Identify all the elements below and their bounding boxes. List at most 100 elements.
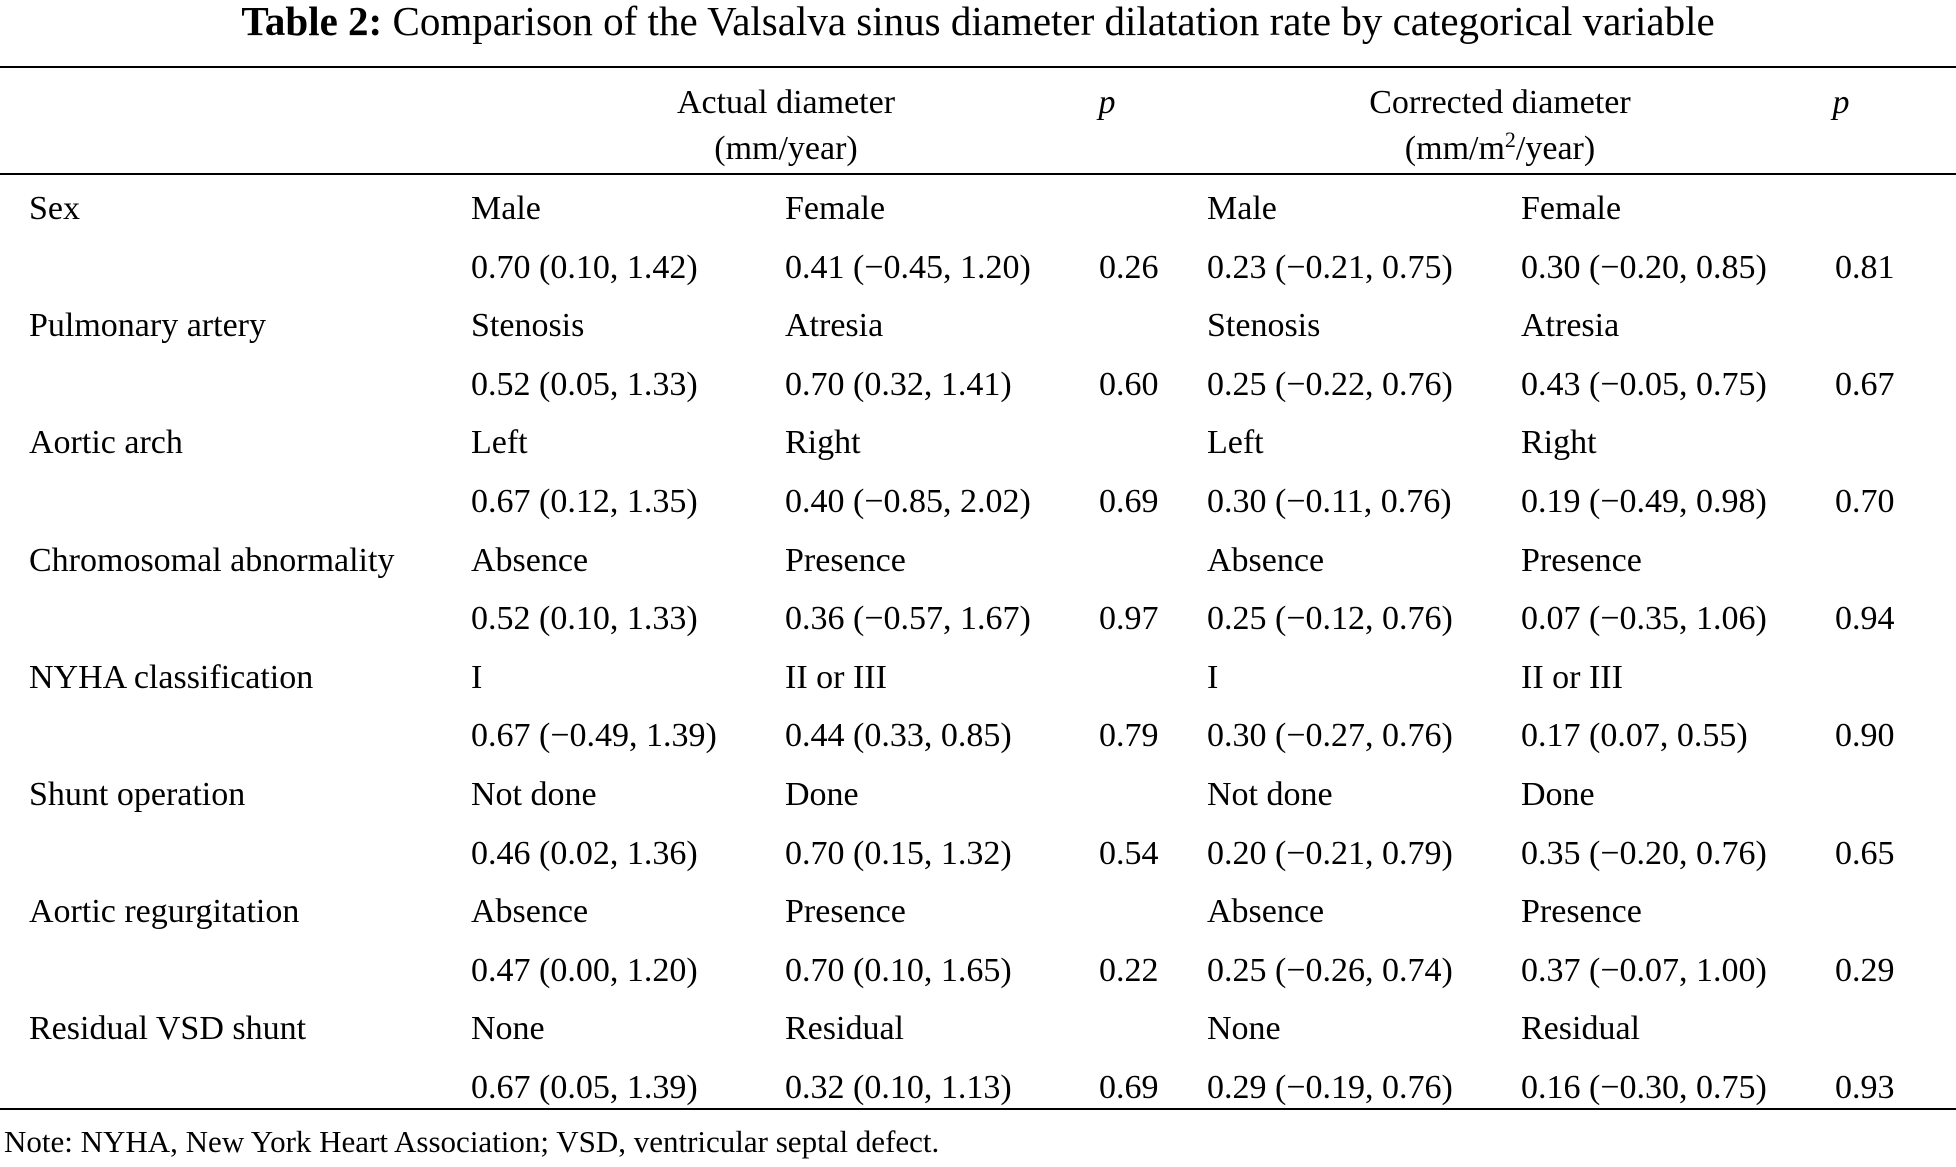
actual-group2-value: 0.70 (0.32, 1.41) (785, 365, 1012, 403)
variable-group-row: Aortic arch Left Right Left Right (0, 414, 1956, 472)
corrected-p-value: 0.65 (1835, 834, 1895, 872)
actual-group2-label: Presence (785, 893, 906, 931)
corrected-group1-label: Left (1207, 424, 1264, 462)
variable-label: NYHA classification (29, 658, 314, 696)
corrected-unit-post: /year) (1515, 130, 1596, 167)
actual-group2-value: 0.32 (0.10, 1.13) (785, 1069, 1012, 1106)
corrected-group2-label: Atresia (1521, 307, 1620, 345)
actual-group2-label: Right (785, 424, 861, 462)
corrected-p-value: 0.81 (1835, 248, 1895, 286)
corrected-p-value: 0.67 (1835, 365, 1895, 403)
corrected-group1-label: I (1207, 658, 1219, 696)
corrected-group2-label: Done (1521, 776, 1595, 813)
actual-group1-value: 0.70 (0.10, 1.42) (471, 248, 698, 286)
actual-group1-label: Absence (471, 893, 589, 931)
corrected-group2-value: 0.17 (0.07, 0.55) (1521, 717, 1748, 755)
actual-group2-label: Done (785, 776, 859, 813)
corrected-group1-value: 0.30 (−0.27, 0.76) (1207, 717, 1453, 755)
variable-group-row: Shunt operation Not done Done Not done Done (0, 766, 1956, 824)
variable-value-row: 0.67 (0.12, 1.35) 0.40 (−0.85, 2.02) 0.69 0… (0, 473, 1956, 531)
table-note: Note: NYHA, New York Heart Association; … (4, 1124, 940, 1159)
actual-p-value: 0.54 (1099, 834, 1159, 872)
variable-group-row: NYHA classification I II or III I II or III (0, 649, 1956, 707)
corrected-group1-label: Absence (1207, 893, 1325, 931)
variable-value-row: 0.67 (0.05, 1.39) 0.32 (0.10, 1.13) 0.69 0.… (0, 1059, 1956, 1117)
corrected-group2-label: Right (1521, 424, 1597, 462)
corrected-group1-value: 0.25 (−0.26, 0.74) (1207, 951, 1453, 989)
corrected-group2-value: 0.19 (−0.49, 0.98) (1521, 483, 1767, 520)
actual-group2-value: 0.70 (0.10, 1.65) (785, 951, 1012, 989)
corrected-p-value: 0.93 (1835, 1069, 1895, 1106)
corrected-group1-value: 0.23 (−0.21, 0.75) (1207, 248, 1453, 286)
actual-group1-value: 0.67 (−0.49, 1.39) (471, 717, 717, 755)
actual-group1-value: 0.67 (0.05, 1.39) (471, 1069, 698, 1106)
actual-group2-label: II or III (785, 658, 887, 696)
actual-group2-label: Presence (785, 541, 906, 579)
corrected-group2-label: Presence (1521, 541, 1642, 579)
actual-group1-label: Male (471, 190, 541, 227)
actual-group1-label: Stenosis (471, 307, 585, 345)
corrected-group1-label: Stenosis (1207, 307, 1321, 345)
actual-p-value: 0.22 (1099, 951, 1159, 989)
actual-group1-value: 0.52 (0.10, 1.33) (471, 600, 698, 638)
variable-value-row: 0.47 (0.00, 1.20) 0.70 (0.10, 1.65) 0.22 0.… (0, 942, 1956, 1000)
corrected-diameter-header: Corrected diameter (mm/m2/year) (1310, 80, 1690, 172)
actual-diameter-header-line2: (mm/year) (714, 130, 858, 167)
table-header-rule (0, 173, 1956, 175)
corrected-group1-label: Absence (1207, 541, 1325, 579)
actual-group1-label: Left (471, 424, 528, 462)
corrected-group2-value: 0.43 (−0.05, 0.75) (1521, 365, 1767, 403)
variable-label: Chromosomal abnormality (29, 541, 395, 579)
actual-group2-value: 0.41 (−0.45, 1.20) (785, 248, 1031, 286)
variable-group-row: Sex Male Female Male Female (0, 180, 1956, 238)
actual-diameter-header: Actual diameter (mm/year) (596, 80, 976, 172)
corrected-group1-value: 0.25 (−0.22, 0.76) (1207, 365, 1453, 403)
variable-label: Shunt operation (29, 776, 246, 813)
corrected-group1-value: 0.20 (−0.21, 0.79) (1207, 834, 1453, 872)
corrected-group2-value: 0.16 (−0.30, 0.75) (1521, 1069, 1767, 1106)
corrected-group2-value: 0.30 (−0.20, 0.85) (1521, 248, 1767, 286)
actual-group2-value: 0.40 (−0.85, 2.02) (785, 483, 1031, 520)
actual-p-value: 0.69 (1099, 483, 1159, 520)
actual-group1-label: None (471, 1010, 545, 1048)
actual-group1-value: 0.52 (0.05, 1.33) (471, 365, 698, 403)
corrected-group2-value: 0.35 (−0.20, 0.76) (1521, 834, 1767, 872)
actual-group2-value: 0.70 (0.15, 1.32) (785, 834, 1012, 872)
actual-p-value: 0.79 (1099, 717, 1159, 755)
variable-value-row: 0.46 (0.02, 1.36) 0.70 (0.15, 1.32) 0.54 0.… (0, 825, 1956, 883)
corrected-group2-value: 0.37 (−0.07, 1.00) (1521, 951, 1767, 989)
variable-label: Sex (29, 190, 80, 227)
table-caption-label: Table 2: (241, 0, 383, 44)
variable-group-row: Aortic regurgitation Absence Presence Absen… (0, 883, 1956, 941)
actual-group2-label: Residual (785, 1010, 904, 1048)
corrected-p-value: 0.94 (1835, 600, 1895, 638)
corrected-group2-label: Female (1521, 190, 1622, 227)
corrected-group2-label: Presence (1521, 893, 1642, 931)
actual-p-value: 0.69 (1099, 1069, 1159, 1106)
actual-group2-value: 0.44 (0.33, 0.85) (785, 717, 1012, 755)
actual-group1-label: Absence (471, 541, 589, 579)
variable-label: Pulmonary artery (29, 307, 266, 345)
variable-group-row: Pulmonary artery Stenosis Atresia Stenosis A… (0, 297, 1956, 355)
variable-group-row: Residual VSD shunt None Residual None Residu… (0, 1000, 1956, 1058)
corrected-group2-label: II or III (1521, 658, 1623, 696)
actual-p-value: 0.60 (1099, 365, 1159, 403)
actual-p-value: 0.26 (1099, 248, 1159, 286)
corrected-group2-value: 0.07 (−0.35, 1.06) (1521, 600, 1767, 638)
corrected-p-value: 0.90 (1835, 717, 1895, 755)
corrected-group1-label: Not done (1207, 776, 1333, 813)
variable-label: Residual VSD shunt (29, 1010, 307, 1048)
corrected-group1-label: None (1207, 1010, 1281, 1048)
variable-label: Aortic regurgitation (29, 893, 300, 931)
table-caption: Table 2: Comparison of the Valsalva sinu… (0, 0, 1956, 52)
actual-group2-value: 0.36 (−0.57, 1.67) (785, 600, 1031, 638)
corrected-unit-superscript: 2 (1504, 127, 1516, 152)
variable-value-row: 0.70 (0.10, 1.42) 0.41 (−0.45, 1.20) 0.26 0… (0, 239, 1956, 297)
corrected-group1-label: Male (1207, 190, 1277, 227)
actual-diameter-header-line1: Actual diameter (676, 84, 896, 121)
corrected-p-value: 0.29 (1835, 951, 1895, 989)
corrected-diameter-header-line2: (mm/m2/year) (1310, 126, 1690, 172)
variable-value-row: 0.52 (0.05, 1.33) 0.70 (0.32, 1.41) 0.60 0.… (0, 356, 1956, 414)
corrected-group1-value: 0.29 (−0.19, 0.76) (1207, 1069, 1453, 1106)
corrected-unit-pre: (mm/m (1404, 130, 1505, 167)
